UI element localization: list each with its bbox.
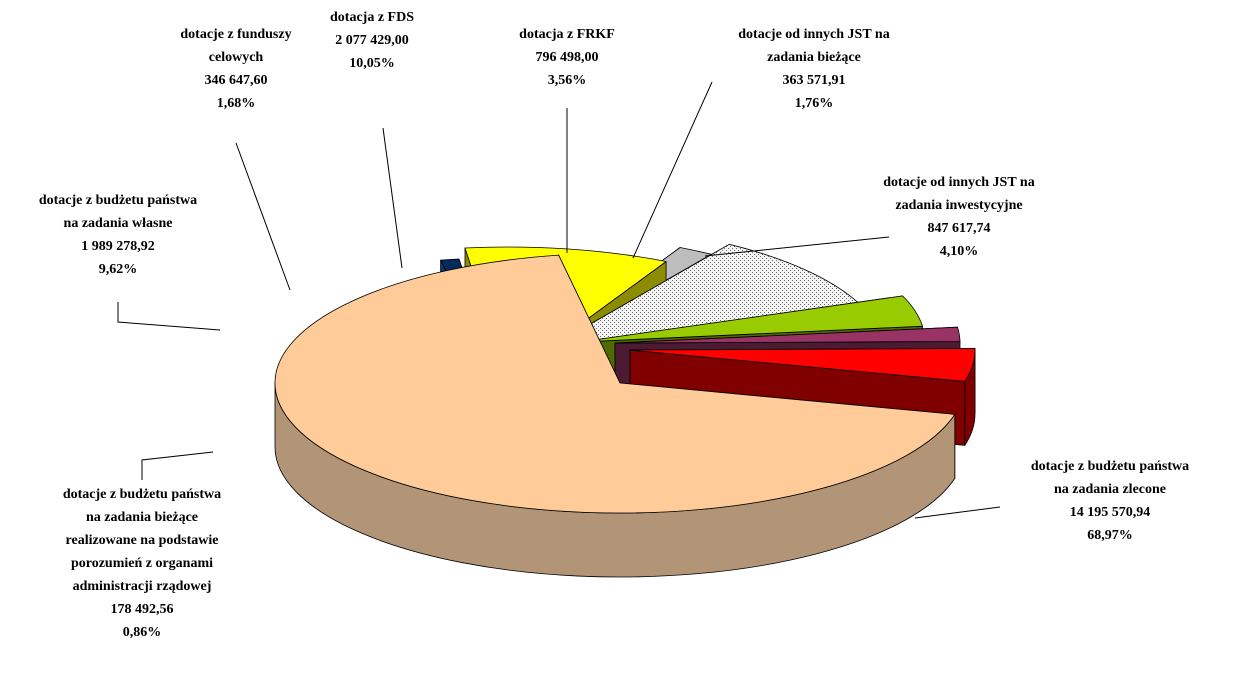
slice-name-line: na zadania własne [64, 216, 173, 231]
slice-name-line: dotacje z funduszy [180, 27, 291, 42]
slice-percent: 1,68% [217, 96, 256, 111]
slice-percent: 68,97% [1087, 528, 1133, 543]
slice-7-top [614, 326, 961, 344]
leader-line-2 [141, 451, 214, 480]
slice-name-line: dotacje z budżetu państwa [1031, 459, 1189, 474]
slice-name-line: administracji rządowej [73, 579, 212, 594]
slice-name-line: dotacje od innych JST na [883, 175, 1034, 190]
slice-label-6: dotacja z FRKF 796 498,00 3,56% [519, 27, 615, 88]
leader-line-3 [117, 302, 221, 331]
slice-name-line: dotacja z FDS [330, 10, 414, 25]
slice-name-line: celowych [209, 50, 264, 65]
slice-name-line: zadania bieżące [767, 50, 861, 65]
slice-value: 363 571,91 [783, 73, 846, 88]
slice-value: 796 498,00 [536, 50, 599, 65]
slice-label-8: dotacje od innych JST na zadania inwestyc… [883, 175, 1034, 259]
slice-percent: 1,76% [795, 96, 834, 111]
slice-label-7: dotacje od innych JST na zadania bieżące 3… [738, 27, 889, 111]
slice-percent: 10,05% [349, 56, 395, 71]
slice-percent: 0,86% [123, 625, 162, 640]
slice-label-3: dotacje z budżetu państwa na zadania włas… [39, 193, 197, 277]
pie-slices [274, 243, 976, 578]
slice-label-4: dotacje z funduszy celowych 346 647,60 1,68… [180, 27, 291, 111]
slice-name-line: na zadania bieżące [86, 510, 198, 525]
slice-name-line: na zadania zlecone [1054, 482, 1166, 497]
slice-5-top [539, 243, 863, 354]
slice-value: 346 647,60 [205, 73, 268, 88]
slice-label-5: dotacja z FDS 2 077 429,00 10,05% [330, 10, 414, 71]
slice-6-top [579, 295, 923, 343]
leader-line-4 [235, 142, 291, 291]
slice-percent: 9,62% [99, 262, 138, 277]
slice-value: 847 617,74 [928, 221, 991, 236]
leader-line-7 [632, 81, 713, 259]
slice-label-2: dotacje z budżetu państwa na zadania bież… [63, 487, 221, 640]
slice-labels: dotacje z budżetu państwa na zadania zlec… [39, 10, 1189, 640]
slice-value: 2 077 429,00 [335, 33, 409, 48]
slice-label-1: dotacje z budżetu państwa na zadania zlec… [1031, 459, 1189, 543]
slice-name-line: dotacja z FRKF [519, 27, 615, 42]
slice-1 [274, 254, 956, 578]
slice-name-line: zadania inwestycyjne [895, 198, 1022, 213]
slice-value: 1 989 278,92 [81, 239, 155, 254]
leader-line-5 [382, 127, 403, 269]
slice-percent: 3,56% [548, 73, 587, 88]
leader-line-1 [914, 506, 1001, 519]
slice-value: 178 492,56 [111, 602, 174, 617]
leader-line-8 [704, 236, 890, 257]
slice-value: 14 195 570,94 [1070, 505, 1151, 520]
slice-name-line: dotacje z budżetu państwa [63, 487, 221, 502]
slice-name-line: realizowane na podstawie [66, 533, 219, 548]
slice-8-top [629, 348, 976, 382]
slice-name-line: dotacje od innych JST na [738, 27, 889, 42]
slice-percent: 4,10% [940, 244, 979, 259]
slice-name-line: porozumień z organami [71, 556, 213, 571]
slice-1-top [274, 254, 956, 514]
slice-name-line: dotacje z budżetu państwa [39, 193, 197, 208]
leader-lines [117, 81, 1001, 519]
